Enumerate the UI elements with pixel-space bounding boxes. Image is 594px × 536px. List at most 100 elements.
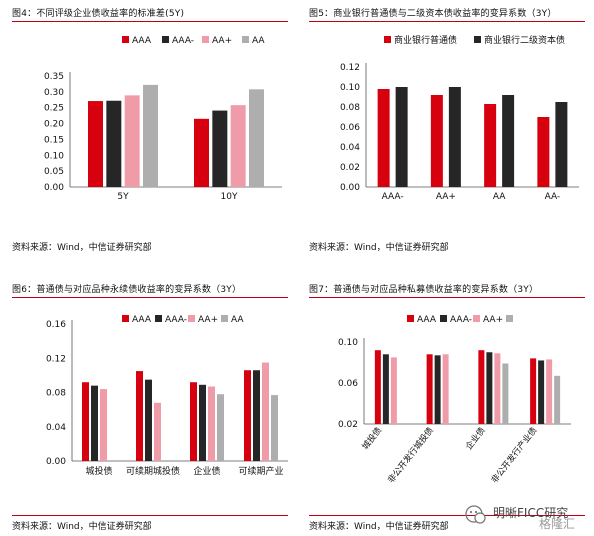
legend-label: AA [252,36,265,46]
y-tick-label: 0.04 [340,143,360,153]
bar [442,354,449,424]
y-tick-label: 0.08 [340,103,360,113]
y-tick-label: 0.20 [44,120,64,130]
y-tick-label: 0.16 [46,320,66,330]
y-tick-label: 0.05 [44,167,64,177]
legend-swatch [221,315,228,322]
bar [486,352,493,424]
source-note: 资料来源：Wind，中信证券研究部 [12,243,152,253]
bar [100,389,107,461]
y-tick-label: 0.15 [44,135,64,145]
legend-swatch [202,36,209,43]
legend-swatch [473,315,480,322]
bar [249,89,264,187]
bar [537,117,550,187]
bar [208,386,215,461]
legend-swatch [506,315,513,322]
x-tick-label: 城投债 [85,465,112,477]
bar [253,370,260,461]
bar [145,379,152,461]
y-tick-label: 0.25 [44,104,64,114]
bar [546,359,553,424]
source-note: 资料来源：Wind，中信证券研究部 [12,522,152,532]
bar [244,370,251,461]
watermark-sub: 格隆汇 [539,517,576,531]
title-rule [309,21,585,22]
watermark-text: 明晰FICC研究 [493,506,569,520]
legend-label: AA+ [212,36,232,46]
x-tick-label: 企业债 [193,465,220,477]
bar [382,354,389,424]
legend-swatch [407,315,414,322]
bar [262,362,269,461]
y-tick-label: 0.04 [46,423,66,433]
bar [374,350,381,424]
y-tick-label: 0.12 [340,63,360,73]
title-rule [12,21,288,22]
figure-title: 图5：商业银行普通债与二级资本债收益率的变异系数（3Y） [309,9,557,19]
bar [136,371,143,461]
legend-swatch [242,36,249,43]
y-tick-label: 0.06 [338,379,358,389]
bar [555,102,568,187]
bar [106,100,122,187]
bar [82,382,89,461]
y-tick-label: 0.30 [44,88,64,98]
legend-label: AAA- [172,36,194,46]
bar [554,375,561,424]
legend-label: AAA- [450,315,472,325]
y-tick-label: 0.00 [44,183,64,193]
x-tick-label: AAA- [382,192,404,202]
source-rule [309,515,585,516]
legend-label: AA+ [483,315,503,325]
x-tick-label: AA [493,192,506,202]
bar [199,384,206,461]
y-tick-label: 0.00 [46,457,66,467]
bar [212,110,228,187]
bar [390,357,397,424]
y-tick-label: 0.10 [44,151,64,161]
legend-swatch [474,36,481,43]
legend-label: AAA- [165,315,187,325]
x-tick-label: 非公开发行产业债 [489,425,540,486]
legend-label: AA+ [198,315,218,325]
x-tick-label: 可续期城投债 [126,465,180,477]
y-tick-label: 0.10 [340,83,360,93]
legend-swatch [188,315,195,322]
bar [154,402,161,461]
y-tick-label: 0.02 [338,420,358,430]
y-tick-label: 0.10 [338,338,358,348]
bar-chart: 0.00 0.02 0.04 0.06 0.08 0.10 0.12 AAA- AA+ AA AA-… [340,34,579,202]
y-tick-label: 0.08 [46,389,66,399]
y-tick-label: 0.12 [46,354,66,364]
y-tick-label: 0.35 [44,72,64,82]
bar [494,353,501,424]
legend-label: AA [231,315,244,325]
title-rule [309,297,585,298]
legend-label: AAA [417,315,437,325]
title-rule [12,297,288,298]
x-tick-label: AA- [545,192,561,202]
legend-swatch [162,36,169,43]
bar [538,360,545,424]
source-rule [12,515,288,516]
legend-label: 商业银行二级资本债 [484,34,565,46]
bar [91,385,98,461]
x-tick-label: AA+ [436,192,456,202]
legend-label: AAA [132,36,152,46]
bar [434,355,441,424]
legend-label: 商业银行普通债 [394,34,457,46]
wechat-icon [465,505,486,524]
watermark: 明晰FICC研究 格隆汇 [463,500,593,531]
x-tick-label: 城投债 [360,425,385,452]
x-tick-label: 5Y [117,192,129,202]
bar [484,104,497,187]
legend-swatch [122,36,129,43]
bar [143,84,158,187]
bar [217,394,224,461]
bar [230,105,246,187]
y-tick-label: 0.06 [340,123,360,133]
bar [502,363,509,424]
